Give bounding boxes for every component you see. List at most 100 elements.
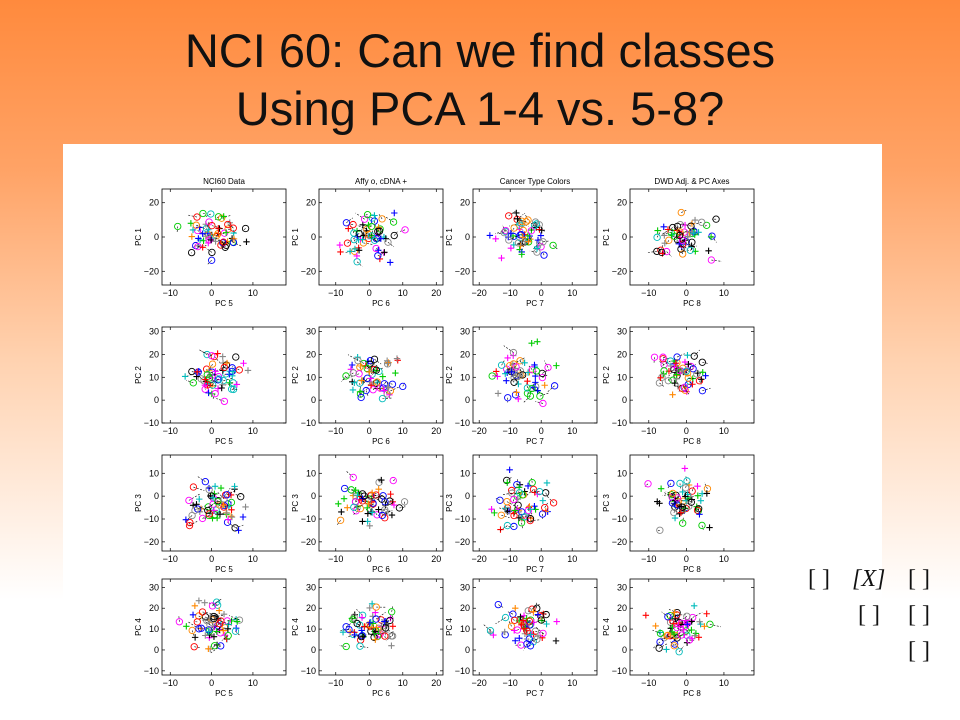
affy-point xyxy=(676,479,684,488)
pair-link xyxy=(543,360,549,368)
y-axis-label: PC 2 xyxy=(134,366,143,384)
y-tick-label: 0 xyxy=(465,645,470,655)
cdna-point xyxy=(226,219,233,226)
affy-point xyxy=(516,357,524,365)
y-tick-label: 30 xyxy=(306,327,316,337)
cdna-point xyxy=(377,235,385,242)
affy-point xyxy=(535,238,544,247)
affy-point xyxy=(342,219,351,227)
y-tick-label: 20 xyxy=(617,198,627,208)
plot-frame xyxy=(472,454,598,552)
y-axis-label: PC 4 xyxy=(602,618,611,636)
cdna-point xyxy=(521,359,528,367)
affy-point xyxy=(653,247,661,256)
cdna-point xyxy=(681,358,689,366)
affy-point xyxy=(503,521,512,530)
cdna-point xyxy=(492,235,499,243)
affy-point xyxy=(354,356,362,365)
affy-point xyxy=(665,236,673,244)
pair-link xyxy=(501,360,505,366)
pair-link xyxy=(202,611,212,614)
pair-link xyxy=(492,374,499,377)
pair-link xyxy=(542,374,548,378)
x-tick-label: 20 xyxy=(431,426,441,436)
cdna-point xyxy=(365,500,372,507)
cdna-point xyxy=(182,516,190,523)
affy-point xyxy=(503,497,511,506)
pair-link xyxy=(681,209,687,213)
pair-link xyxy=(656,230,662,238)
cdna-point xyxy=(373,367,380,374)
pair-link xyxy=(482,623,491,631)
y-axis-label: PC 1 xyxy=(291,228,300,246)
cdna-point xyxy=(682,493,689,500)
cdna-point xyxy=(706,524,713,531)
affy-point xyxy=(374,252,382,260)
cdna-point xyxy=(368,489,376,497)
pair-link xyxy=(680,223,684,225)
pair-link xyxy=(546,495,554,504)
pair-link xyxy=(393,478,397,481)
x-tick-label: 0 xyxy=(209,554,214,564)
cdna-point xyxy=(513,389,520,396)
pair-link xyxy=(226,489,237,496)
affy-point xyxy=(695,377,704,385)
affy-point xyxy=(515,489,524,497)
cdna-point xyxy=(512,637,519,644)
cdna-point xyxy=(359,518,366,525)
y-tick-label: 0 xyxy=(154,645,159,655)
cdna-point xyxy=(193,501,200,508)
pair-link xyxy=(539,392,550,397)
scatter-matrix-figure: −10 0 10 −20 0 20 PC 5 PC 1 NCI60 Data −10 0 10 20 −2… xyxy=(63,144,882,720)
y-tick-label: 20 xyxy=(460,198,470,208)
x-tick-label: 0 xyxy=(367,288,372,298)
affy-point xyxy=(531,221,539,230)
affy-point xyxy=(367,232,376,240)
x-axis-label: PC 8 xyxy=(683,689,701,698)
cdna-point xyxy=(214,385,222,392)
pair-link xyxy=(214,356,221,363)
affy-point xyxy=(677,619,686,627)
x-tick-label: 10 xyxy=(398,554,408,564)
affy-point xyxy=(505,236,513,244)
affy-point xyxy=(682,367,690,375)
cdna-point xyxy=(355,247,363,254)
cdna-point xyxy=(345,225,352,232)
pair-link xyxy=(673,508,679,513)
x-axis-label: PC 5 xyxy=(215,565,233,574)
pair-link xyxy=(376,369,379,372)
cdna-point xyxy=(364,510,372,517)
cdna-point xyxy=(516,373,523,380)
pair-link xyxy=(193,486,205,492)
pair-link xyxy=(211,645,215,650)
y-tick-label: 20 xyxy=(306,349,316,359)
y-tick-label: 0 xyxy=(311,491,316,501)
pair-link xyxy=(382,509,393,516)
pair-link xyxy=(204,213,211,218)
cdna-point xyxy=(670,630,678,638)
cdna-point xyxy=(201,599,208,606)
pair-link xyxy=(197,230,205,235)
x-axis-label: PC 7 xyxy=(526,299,544,308)
x-tick-label: 0 xyxy=(539,426,544,436)
affy-point xyxy=(369,386,377,394)
cdna-point xyxy=(386,391,393,399)
affy-point xyxy=(221,243,229,251)
affy-point xyxy=(542,489,550,497)
cdna-point xyxy=(527,631,534,638)
x-tick-label: −10 xyxy=(641,426,656,436)
affy-point xyxy=(198,514,207,523)
affy-point xyxy=(372,615,380,623)
cdna-point xyxy=(228,506,235,513)
affy-point xyxy=(538,510,547,518)
pair-link xyxy=(358,391,362,398)
pair-link xyxy=(351,489,359,494)
cdna-point xyxy=(229,372,236,380)
pair-link xyxy=(373,387,384,389)
pair-link xyxy=(516,478,519,485)
affy-point xyxy=(352,507,360,515)
pair-link xyxy=(235,630,240,636)
pair-link xyxy=(666,635,674,639)
x-tick-label: −10 xyxy=(163,554,178,564)
pair-link xyxy=(682,517,684,524)
